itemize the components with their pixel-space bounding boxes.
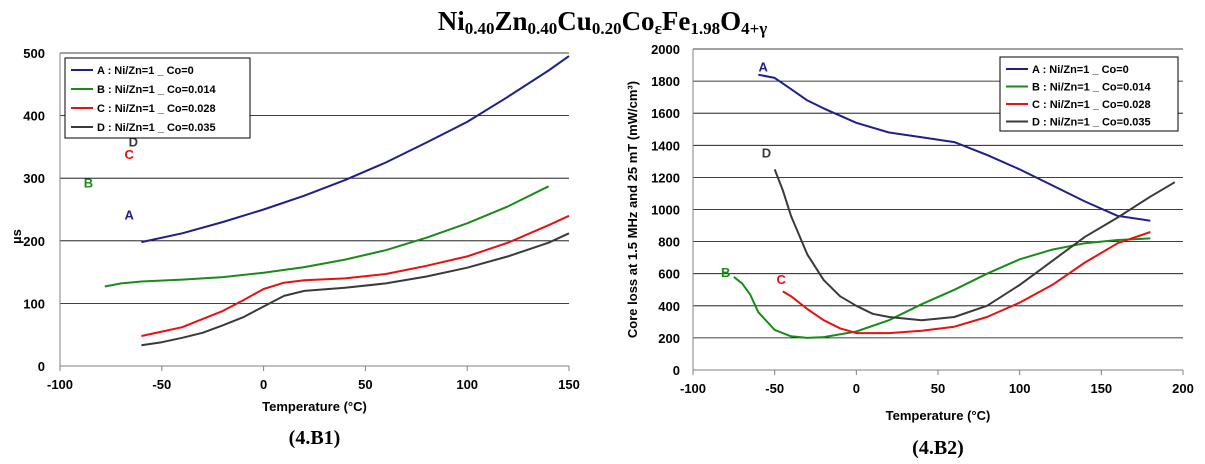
legend-entry: A : Ni/Zn=1 _ Co=0 — [1032, 64, 1129, 76]
y-tick-label: 1200 — [651, 170, 680, 185]
y-tick-label: 0 — [673, 363, 680, 378]
legend-box — [64, 57, 251, 139]
x-tick-label: 0 — [260, 377, 267, 392]
y-tick-label: 0 — [38, 359, 45, 374]
x-tick-label: -50 — [765, 381, 784, 396]
title-part: 4+γ — [741, 19, 768, 38]
y-tick-label: 300 — [23, 171, 45, 186]
y-tick-label: 200 — [658, 331, 680, 346]
y-tick-label: 1000 — [651, 203, 680, 218]
x-tick-label: 0 — [853, 381, 860, 396]
legend-entry: D : Ni/Zn=1 _ Co=0.035 — [97, 122, 216, 134]
y-tick-label: 2000 — [651, 42, 680, 57]
title-part: 0.40 — [527, 19, 558, 38]
chart-caption: (4.B1) — [289, 427, 341, 449]
title-part: O — [720, 6, 742, 36]
x-tick-label: 150 — [558, 377, 580, 392]
series-line-a — [758, 73, 1151, 222]
x-tick-label: 50 — [931, 381, 945, 396]
x-tick-label: -100 — [680, 381, 706, 396]
x-tick-label: -100 — [47, 377, 73, 392]
y-tick-label: 200 — [23, 234, 45, 249]
chart-caption: (4.B2) — [912, 437, 964, 459]
y-tick-label: 400 — [658, 299, 680, 314]
y-tick-label: 1400 — [651, 138, 680, 153]
x-tick-label: 100 — [1009, 381, 1031, 396]
y-axis-label: µs — [9, 229, 24, 244]
y-tick-label: 500 — [23, 46, 45, 61]
x-axis-label: Temperature (°C) — [886, 408, 991, 423]
title-part: Ni — [437, 6, 465, 36]
series-label-c: C — [125, 147, 135, 162]
legend-entry: D : Ni/Zn=1 _ Co=0.035 — [1032, 117, 1151, 129]
title-part: Co — [621, 6, 655, 36]
x-tick-label: 150 — [1090, 381, 1112, 396]
title-part: Zn — [494, 6, 528, 36]
legend-entry: B : Ni/Zn=1 _ Co=0.014 — [97, 84, 216, 96]
y-tick-label: 1600 — [651, 106, 680, 121]
x-axis-label: Temperature (°C) — [262, 399, 367, 414]
y-tick-label: 800 — [658, 235, 680, 250]
legend-entry: B : Ni/Zn=1 _ Co=0.014 — [1032, 82, 1151, 94]
y-tick-label: 600 — [658, 267, 680, 282]
legend-entry: C : Ni/Zn=1 _ Co=0.028 — [1032, 99, 1151, 111]
legend-entry: C : Ni/Zn=1 _ Co=0.028 — [97, 103, 216, 115]
series-label-d: D — [762, 145, 771, 160]
title-part: Cu — [557, 6, 592, 36]
y-tick-label: 400 — [23, 109, 45, 124]
y-tick-label: 100 — [23, 296, 45, 311]
x-tick-label: -50 — [152, 377, 171, 392]
series-line-a — [141, 55, 570, 244]
title-part: 0.40 — [464, 19, 495, 38]
series-label-b: B — [721, 265, 730, 280]
series-line-d — [773, 169, 1176, 322]
series-line-c — [141, 214, 570, 337]
x-tick-label: 100 — [456, 377, 478, 392]
figure-title: Ni0.40Zn0.40Cu0.20CoεFe1.98O4+γ — [0, 6, 1205, 39]
title-part: ε — [654, 19, 662, 38]
y-axis-label: Core loss at 1.5 MHz and 25 mT (mW/cm³) — [625, 81, 640, 338]
legend-entry: A : Ni/Zn=1 _ Co=0 — [97, 65, 194, 77]
chart-4-b2: 0200400600800100012001400160018002000-10… — [625, 42, 1194, 459]
series-line-b — [733, 237, 1151, 339]
series-label-a: A — [125, 208, 135, 223]
chart-4-b1: 0 100 200 300 400 500 -100 -50 0 50 100 150 Temperat… — [9, 46, 580, 449]
x-tick-label: 200 — [1172, 381, 1194, 396]
series-label-c: C — [777, 272, 787, 287]
title-part: 0.20 — [591, 19, 622, 38]
series-label-a: A — [759, 59, 769, 74]
series-label-d: D — [129, 134, 138, 149]
series-line-d — [141, 232, 570, 347]
legend-box — [999, 56, 1179, 132]
title-part: 1.98 — [690, 19, 721, 38]
series-label-b: B — [84, 176, 93, 191]
y-tick-label: 1800 — [651, 74, 680, 89]
series-line-c — [782, 231, 1151, 335]
title-part: Fe — [661, 6, 691, 36]
x-tick-label: 50 — [358, 377, 372, 392]
series-line-b — [104, 185, 550, 288]
